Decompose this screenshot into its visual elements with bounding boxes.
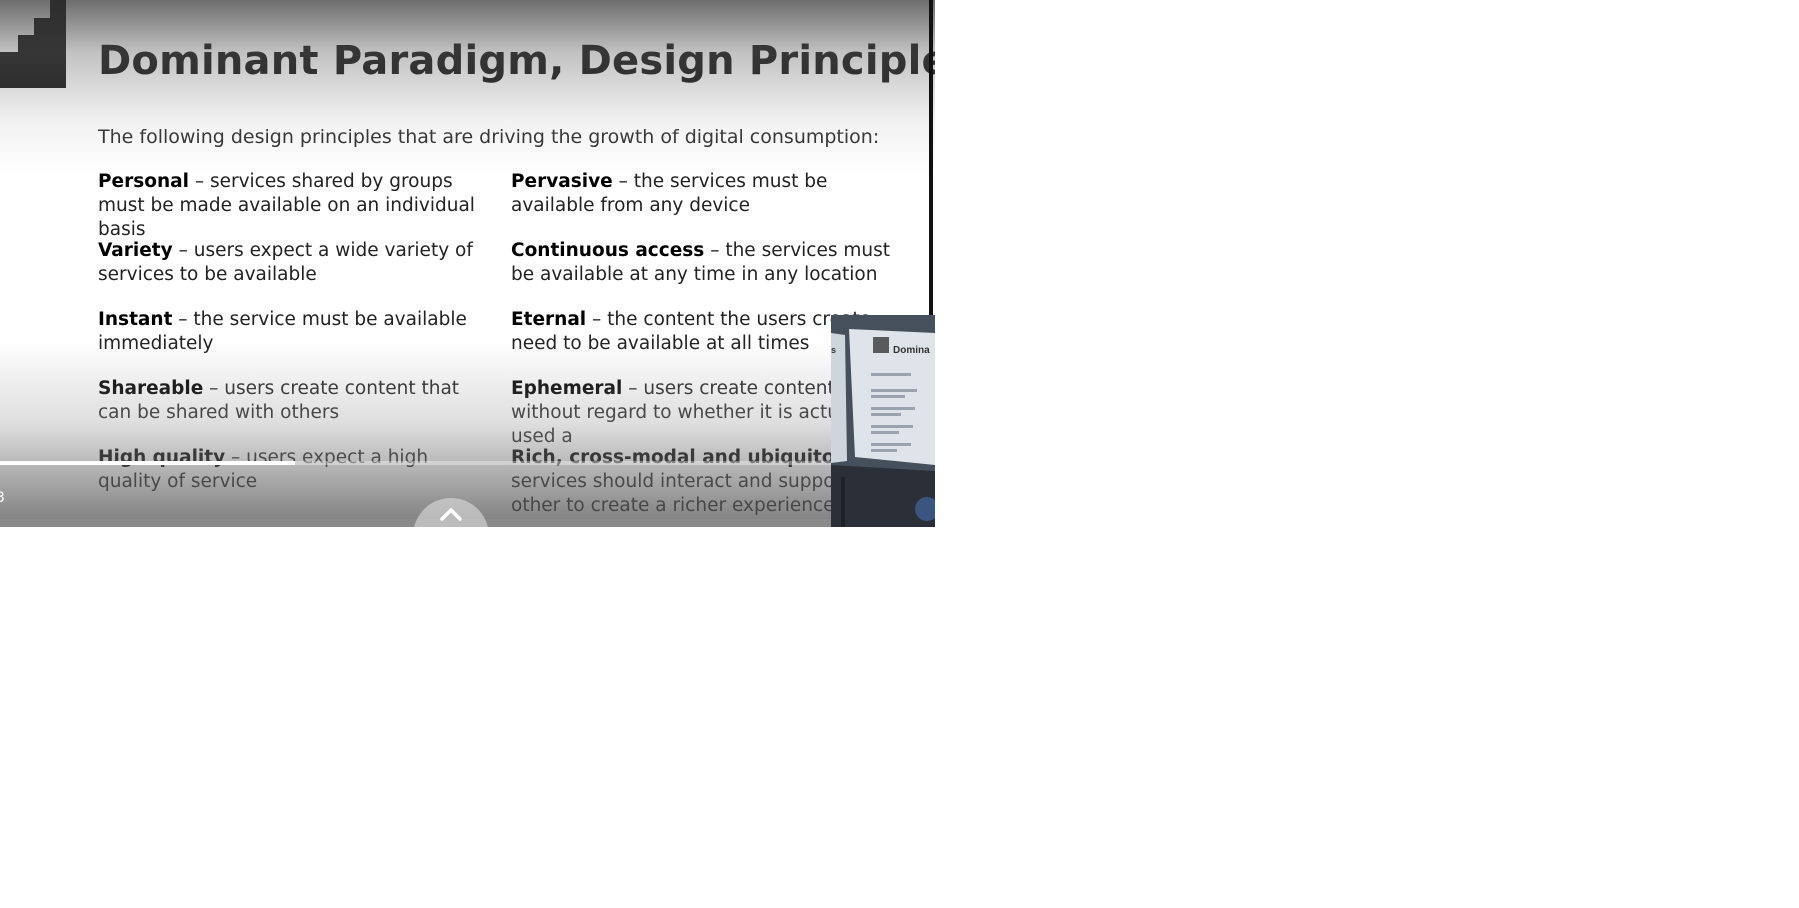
principle-personal: Personal – services shared by groups mus… — [98, 170, 483, 242]
principle-term: Personal — [98, 171, 189, 192]
camera-preview[interactable]: Domina s — [831, 315, 935, 527]
camera-left-fragment: s — [831, 345, 836, 355]
principle-term: Shareable — [98, 378, 204, 399]
slide-border — [929, 0, 933, 527]
chevron-up-icon — [440, 508, 462, 521]
principle-description: – users expect a wide variety of service… — [98, 240, 473, 285]
progress-bar-fill — [0, 461, 295, 465]
principle-description: – the services must be available from an… — [511, 171, 828, 216]
principle-term: Pervasive — [511, 171, 613, 192]
expand-controls-button[interactable] — [413, 498, 489, 527]
principle-description: – the services must be available at any … — [511, 240, 890, 285]
principle-term: Variety — [98, 240, 173, 261]
principle-term: Eternal — [511, 309, 587, 330]
camera-scene: Domina s — [831, 315, 935, 527]
principle-description: – services shared by groups must be made… — [98, 171, 475, 240]
principle-pervasive: Pervasive – the services must be availab… — [511, 170, 901, 218]
principle-high-quality: High quality – users expect a high quali… — [98, 446, 483, 494]
principle-term: Ephemeral — [511, 378, 623, 399]
progress-bar[interactable] — [0, 461, 935, 465]
principle-term: Instant — [98, 309, 173, 330]
video-player[interactable]: Dominant Paradigm, Design Principles The… — [0, 0, 935, 527]
slide-logo-thumbnail — [873, 337, 889, 353]
slide-title: Dominant Paradigm, Design Principles — [98, 38, 935, 84]
principle-term: Continuous access — [511, 240, 705, 261]
slide-intro: The following design principles that are… — [98, 126, 880, 148]
principle-continuous-access: Continuous access – the services must be… — [511, 239, 901, 287]
principle-instant: Instant – the service must be available … — [98, 308, 483, 356]
camera-slide-title: Domina — [893, 345, 930, 356]
principle-variety: Variety – users expect a wide variety of… — [98, 239, 483, 287]
logo-icon — [0, 0, 66, 88]
time-label: 3 — [0, 490, 5, 506]
top-gradient-overlay — [0, 0, 935, 175]
principle-shareable: Shareable – users create content that ca… — [98, 377, 483, 425]
